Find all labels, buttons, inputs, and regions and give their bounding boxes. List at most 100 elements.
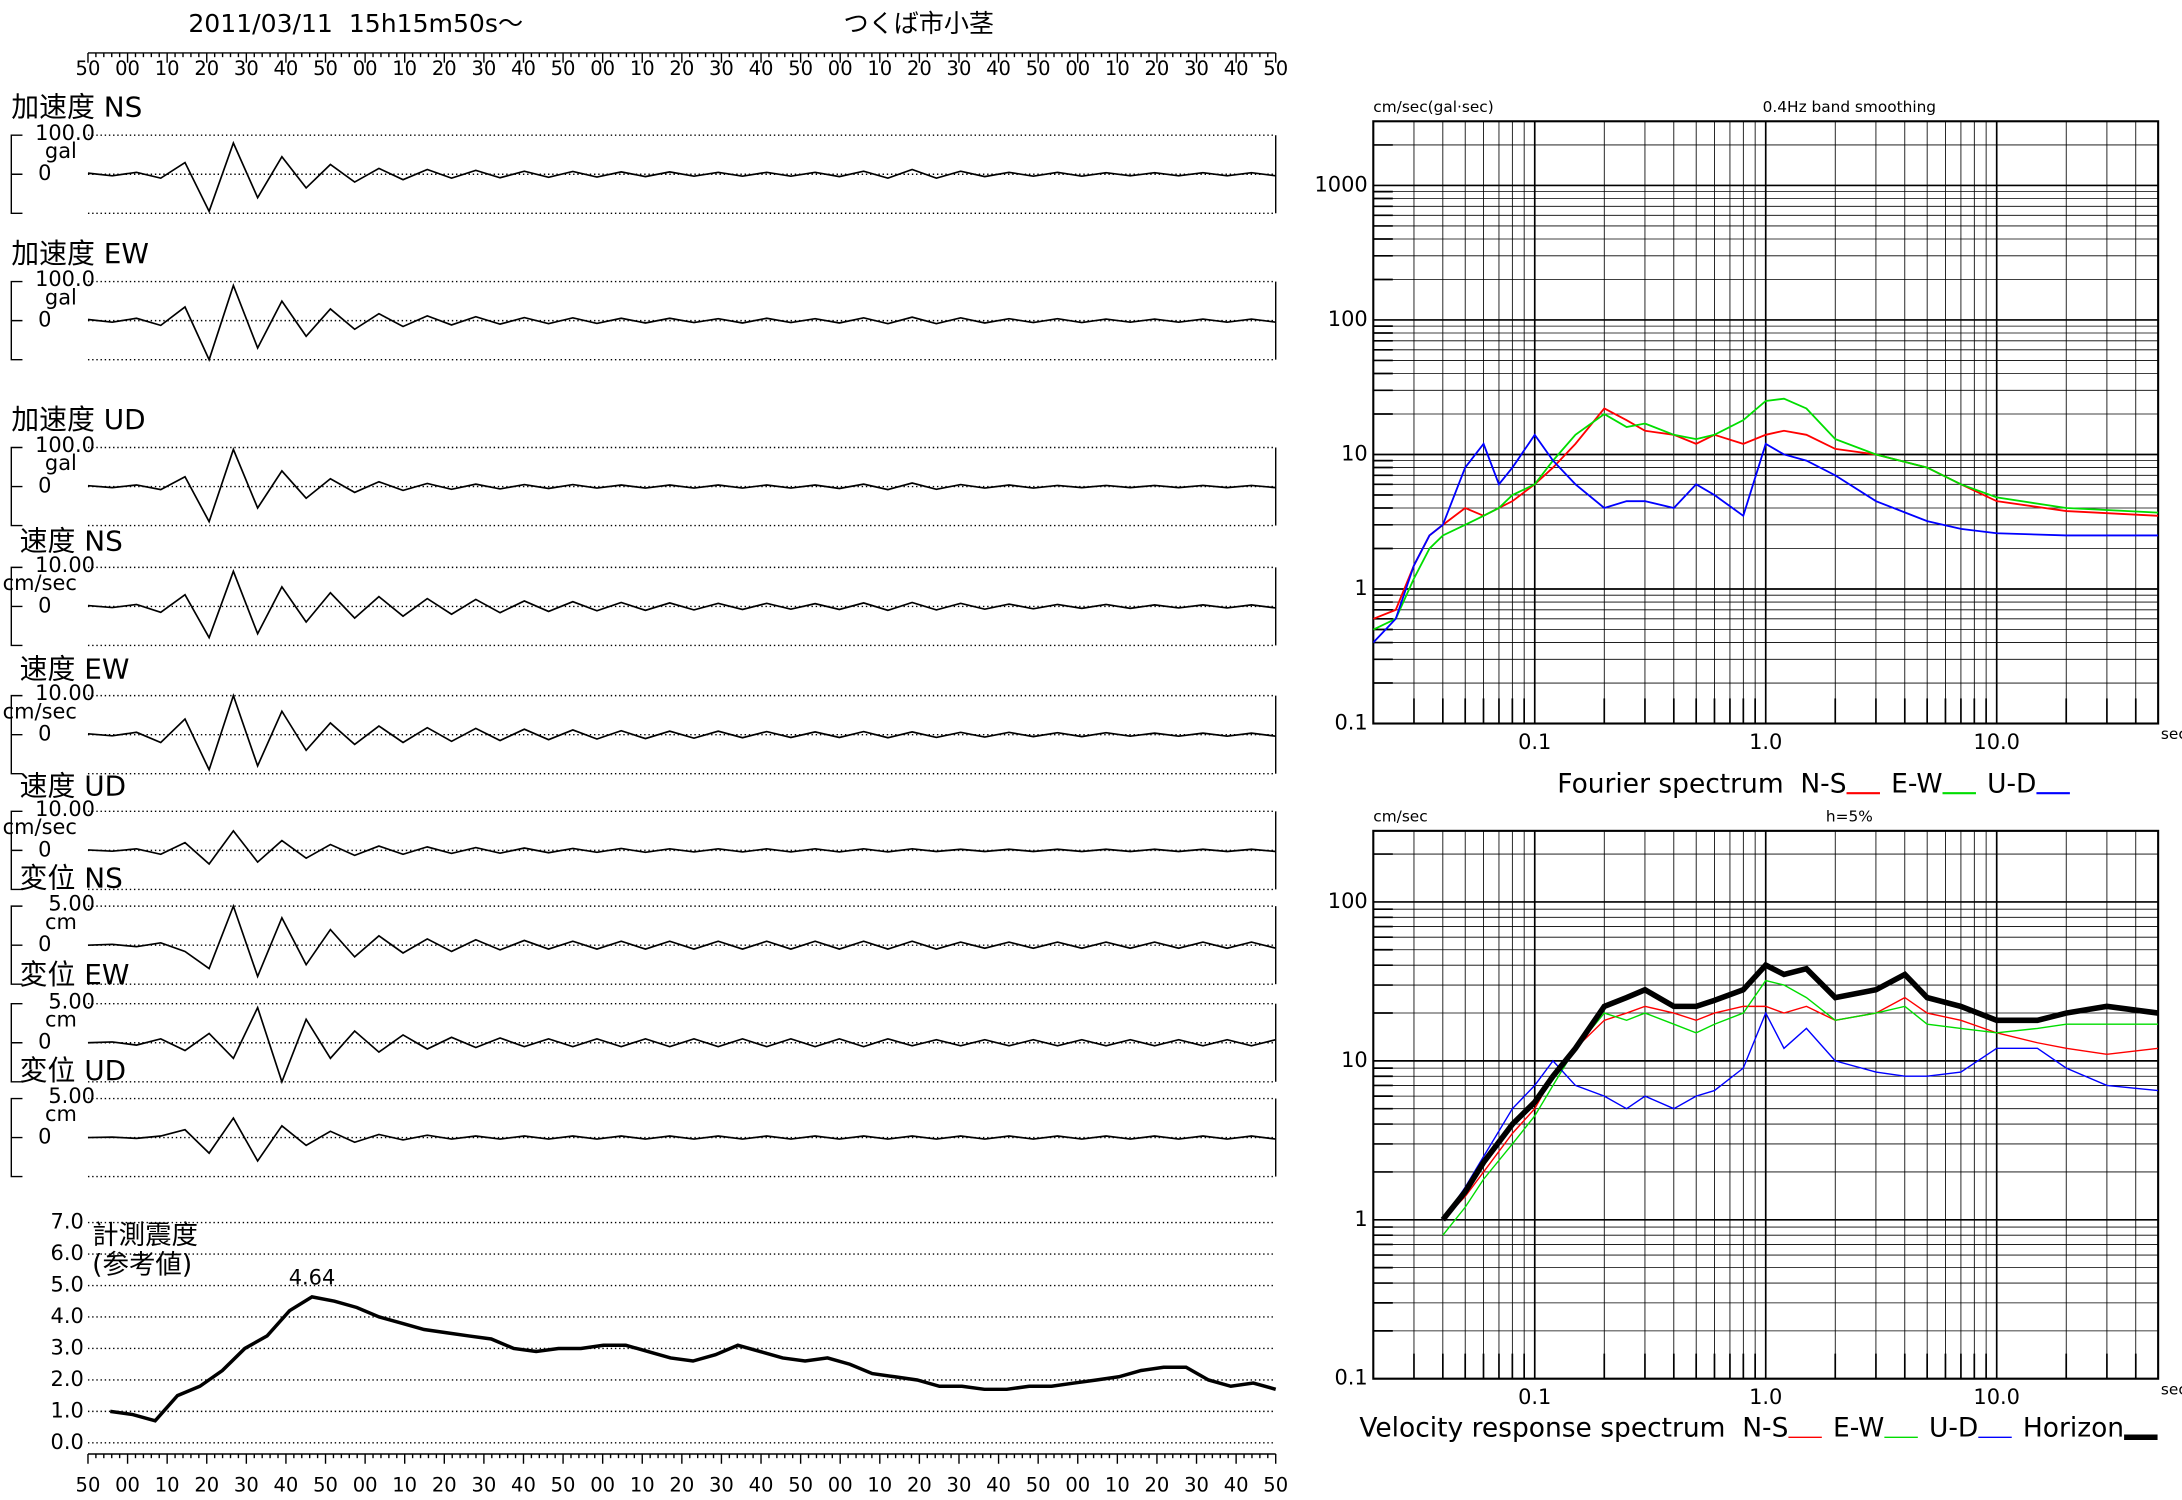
time-label: 00 — [590, 57, 615, 80]
unit-label: cm/sec — [3, 571, 77, 595]
bracket — [10, 810, 23, 891]
waveform — [87, 1116, 1276, 1163]
waveform — [87, 1005, 1276, 1085]
time-label: 00 — [828, 57, 853, 80]
waveform — [87, 283, 1276, 362]
y-tick-label: 0 — [38, 593, 51, 617]
time-label: 50 — [1026, 57, 1051, 80]
panel-title: 速度 EW — [20, 653, 130, 686]
panel-title: 計測震度 — [92, 1220, 198, 1251]
y-axis-label: cm/sec(gal·sec) — [1373, 98, 1493, 116]
y-tick-label: 1 — [1354, 576, 1367, 600]
y-tick-label: 0 — [38, 1030, 51, 1054]
panel-title: 加速度 EW — [11, 237, 149, 270]
time-label: 20 — [907, 57, 932, 80]
legend-label: U-D — [1929, 1412, 1978, 1443]
time-label: 10 — [155, 1474, 180, 1497]
time-label: 50 — [1263, 57, 1288, 80]
y-tick-label: 10.00 — [35, 681, 95, 705]
time-label: 50 — [788, 57, 813, 80]
plot-frame — [1372, 120, 2160, 725]
time-label: 30 — [234, 1474, 259, 1497]
time-label: 20 — [669, 57, 694, 80]
time-label: 50 — [313, 1474, 338, 1497]
unit-label: gal — [45, 285, 77, 309]
time-label: 50 — [76, 57, 101, 80]
spectrum-line — [1442, 979, 2159, 1236]
date: 2011/03/11 15h15m50s～ — [188, 9, 523, 38]
time-label: 50 — [788, 1474, 813, 1497]
time-label: 30 — [1184, 1474, 1209, 1497]
time-label: 20 — [432, 1474, 457, 1497]
x-tick-label: 0.1 — [1518, 730, 1551, 754]
panel-title: 速度 NS — [20, 524, 123, 557]
bracket — [10, 280, 23, 361]
time-label: 20 — [194, 1474, 219, 1497]
legend-label: U-D — [1987, 768, 2036, 799]
waveform — [87, 140, 1276, 214]
y-tick-label: 2.0 — [51, 1367, 84, 1391]
time-label: 40 — [1224, 1474, 1249, 1497]
waveform — [87, 903, 1276, 979]
time-label: 20 — [432, 57, 457, 80]
unit-label: cm — [45, 910, 77, 934]
y-tick-label: 5.00 — [48, 1084, 95, 1108]
bracket — [10, 694, 23, 775]
spectrum-line — [1440, 961, 2159, 1222]
time-label: 50 — [551, 57, 576, 80]
time-label: 30 — [471, 1474, 496, 1497]
time-label: 30 — [234, 57, 259, 80]
time-label: 10 — [1105, 57, 1130, 80]
time-label: 40 — [986, 57, 1011, 80]
y-tick-label: 5.0 — [51, 1273, 84, 1297]
y-tick-label: 0 — [38, 308, 51, 332]
time-label: 40 — [749, 57, 774, 80]
time-label: 10 — [392, 1474, 417, 1497]
time-label: 30 — [947, 1474, 972, 1497]
spectrum-line — [1373, 397, 2159, 631]
panel-title: 変位 UD — [20, 1054, 126, 1087]
x-tick-label: 0.1 — [1518, 1385, 1551, 1409]
unit-label: cm — [45, 1007, 77, 1031]
y-tick-label: 1 — [1354, 1207, 1367, 1231]
time-label: 30 — [709, 1474, 734, 1497]
y-axis-label: cm/sec — [1373, 807, 1427, 825]
y-tick-label: 100.0 — [35, 121, 95, 145]
y-tick-label: 10.00 — [35, 797, 95, 821]
time-label: 10 — [392, 57, 417, 80]
time-label: 30 — [709, 57, 734, 80]
subtitle: h=5% — [1826, 807, 1873, 825]
legend-label: Horizon — [2023, 1412, 2124, 1443]
x-tick-label: 10.0 — [1973, 1385, 2020, 1409]
time-label: 00 — [353, 1474, 378, 1497]
y-tick-label: 0 — [38, 837, 51, 861]
y-tick-label: 10 — [1341, 1048, 1368, 1072]
time-label: 50 — [1026, 1474, 1051, 1497]
y-tick-label: 5.00 — [48, 892, 95, 916]
y-tick-label: 100 — [1328, 307, 1368, 331]
plot-frame — [1372, 829, 2160, 1380]
time-label: 10 — [155, 57, 180, 80]
time-label: 40 — [986, 1474, 1011, 1497]
time-label: 00 — [1065, 57, 1090, 80]
y-tick-label: 3.0 — [51, 1335, 84, 1359]
time-label: 20 — [907, 1474, 932, 1497]
panel-title: 変位 NS — [20, 862, 123, 895]
y-tick-label: 0 — [38, 474, 51, 498]
subtitle: 0.4Hz band smoothing — [1763, 98, 1936, 116]
y-tick-label: 5.00 — [48, 989, 95, 1013]
spectrum-line — [1442, 1011, 2159, 1221]
bracket — [10, 1003, 23, 1083]
time-label: 00 — [115, 1474, 140, 1497]
unit-label: cm — [45, 1102, 77, 1126]
time-label: 50 — [1263, 1474, 1288, 1497]
legend-label: N-S — [1742, 1412, 1788, 1443]
panel-title: 速度 UD — [20, 770, 126, 803]
waveform — [87, 829, 1276, 866]
x-tick-label: 10.0 — [1973, 730, 2020, 754]
time-label: 00 — [590, 1474, 615, 1497]
panel-title: 変位 EW — [20, 958, 130, 991]
time-label: 10 — [867, 57, 892, 80]
time-label: 20 — [669, 1474, 694, 1497]
y-tick-label: 0 — [38, 722, 51, 746]
